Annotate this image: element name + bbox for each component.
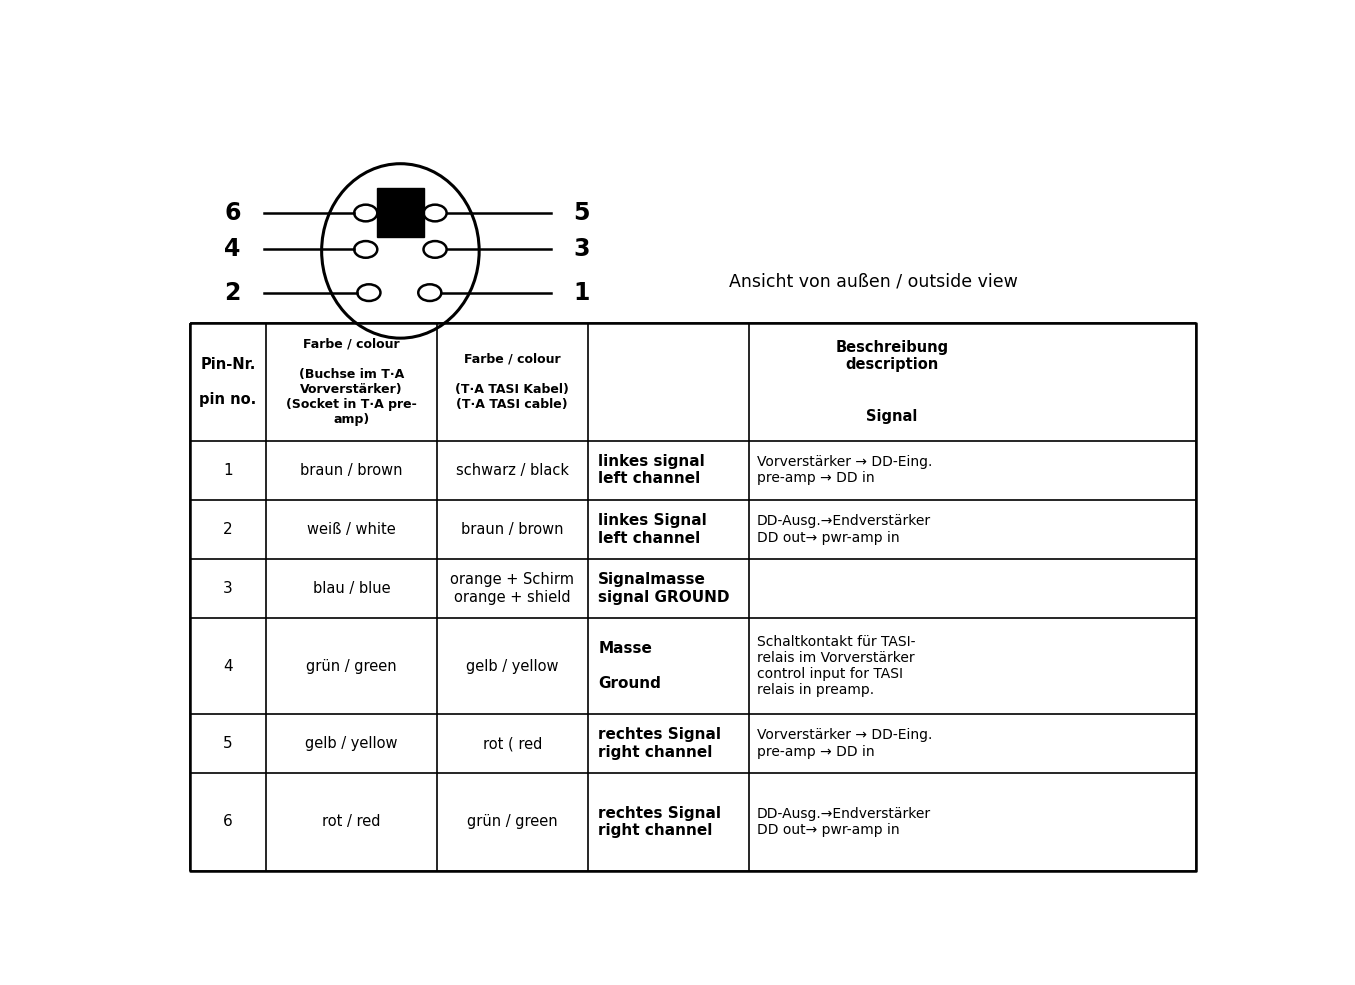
Text: rechtes Signal
right channel: rechtes Signal right channel <box>599 727 721 759</box>
Text: Schaltkontakt für TASI-
relais im Vorverstärker
control input for TASI
relais in: Schaltkontakt für TASI- relais im Vorver… <box>757 634 916 697</box>
Text: weiß / white: weiß / white <box>308 522 396 537</box>
Text: orange + Schirm
orange + shield: orange + Schirm orange + shield <box>450 572 575 605</box>
Text: 4: 4 <box>225 237 241 261</box>
Text: 6: 6 <box>224 815 233 829</box>
Text: 1: 1 <box>573 281 589 304</box>
Text: 3: 3 <box>573 237 591 261</box>
Text: DD-Ausg.→Endverstärker
DD out→ pwr-amp in: DD-Ausg.→Endverstärker DD out→ pwr-amp i… <box>757 807 931 837</box>
Text: Farbe / colour

(T·A TASI Kabel)
(T·A TASI cable): Farbe / colour (T·A TASI Kabel) (T·A TAS… <box>455 353 569 411</box>
Text: blau / blue: blau / blue <box>313 581 390 596</box>
Text: Ansicht von außen / outside view: Ansicht von außen / outside view <box>729 272 1018 291</box>
Text: 2: 2 <box>224 522 233 537</box>
Text: linkes signal
left channel: linkes signal left channel <box>599 454 705 487</box>
Text: braun / brown: braun / brown <box>299 463 402 478</box>
Text: Vorverstärker → DD-Eing.
pre-amp → DD in: Vorverstärker → DD-Eing. pre-amp → DD in <box>757 729 932 758</box>
Text: Vorverstärker → DD-Eing.
pre-amp → DD in: Vorverstärker → DD-Eing. pre-amp → DD in <box>757 455 932 486</box>
Text: Beschreibung
description


Signal: Beschreibung description Signal <box>836 340 948 425</box>
Text: grün / green: grün / green <box>467 815 558 829</box>
Text: Signalmasse
signal GROUND: Signalmasse signal GROUND <box>599 572 730 605</box>
Text: Pin-Nr.

pin no.: Pin-Nr. pin no. <box>199 357 256 407</box>
Text: Farbe / colour

(Buchse im T·A
Vorverstärker)
(Socket in T·A pre-
amp): Farbe / colour (Buchse im T·A Vorverstär… <box>286 338 417 426</box>
Text: grün / green: grün / green <box>306 659 397 674</box>
Text: schwarz / black: schwarz / black <box>455 463 569 478</box>
Text: 3: 3 <box>224 581 233 596</box>
Text: 5: 5 <box>224 736 233 751</box>
Text: 5: 5 <box>573 201 591 225</box>
Text: 4: 4 <box>224 659 233 674</box>
Text: 6: 6 <box>225 201 241 225</box>
Text: Masse

Ground: Masse Ground <box>599 641 661 690</box>
Text: gelb / yellow: gelb / yellow <box>305 736 397 751</box>
Text: linkes Signal
left channel: linkes Signal left channel <box>599 513 707 546</box>
Text: gelb / yellow: gelb / yellow <box>466 659 558 674</box>
Text: rechtes Signal
right channel: rechtes Signal right channel <box>599 806 721 838</box>
Text: rot / red: rot / red <box>322 815 381 829</box>
Text: 1: 1 <box>224 463 233 478</box>
Text: rot ( red: rot ( red <box>482 736 542 751</box>
Text: DD-Ausg.→Endverstärker
DD out→ pwr-amp in: DD-Ausg.→Endverstärker DD out→ pwr-amp i… <box>757 514 931 545</box>
Text: braun / brown: braun / brown <box>461 522 564 537</box>
Text: 2: 2 <box>225 281 241 304</box>
Bar <box>377 188 424 237</box>
